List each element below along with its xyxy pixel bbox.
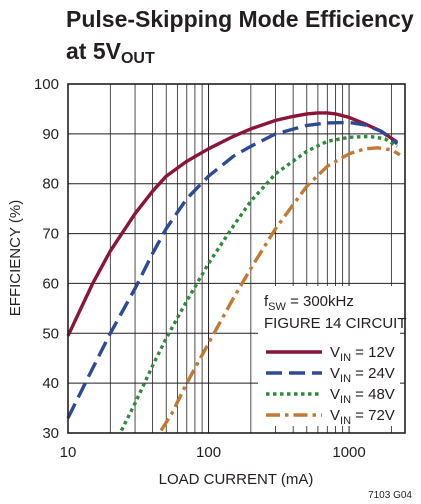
chart-subtitle: at 5VOUT — [66, 38, 155, 68]
legend-header-line: FIGURE 14 CIRCUIT — [264, 315, 407, 332]
series-line-vin-24V — [66, 120, 399, 419]
y-tick-label: 100 — [34, 76, 59, 93]
x-tick-label: 100 — [196, 444, 221, 461]
y-tick-label: 40 — [42, 375, 59, 392]
legend-label: VIN = 72V — [330, 407, 395, 427]
y-tick-labels: 30 40 50 60 70 80 90 100 — [34, 76, 59, 442]
y-tick-label: 70 — [42, 226, 59, 243]
y-axis-label: EFFICIENCY (%) — [7, 200, 24, 316]
chart-title: Pulse-Skipping Mode Efficiency — [66, 6, 414, 33]
legend-label: VIN = 48V — [330, 386, 395, 406]
chart-subtitle-text: at 5V — [66, 38, 121, 64]
figure-code: 7103 G04 — [368, 490, 412, 501]
y-tick-label: 30 — [42, 425, 59, 442]
x-axis-label: LOAD CURRENT (mA) — [159, 471, 314, 488]
x-tick-labels: 10 100 1000 — [60, 444, 366, 461]
y-tick-label: 80 — [42, 176, 59, 193]
chart-subtitle-subscript: OUT — [120, 50, 155, 67]
legend-label: VIN = 12V — [330, 344, 395, 364]
series-line-vin-12V — [66, 111, 399, 337]
legend-header-line: fSW = 300kHz — [264, 293, 354, 313]
y-tick-label: 60 — [42, 275, 59, 292]
plot-frame — [67, 83, 406, 434]
y-tick-label: 90 — [42, 126, 59, 143]
x-tick-label: 1000 — [332, 444, 365, 461]
chart-title-line1: Pulse-Skipping Mode Efficiency — [66, 6, 414, 32]
series-layer — [66, 111, 401, 432]
x-tick-label: 10 — [60, 444, 77, 461]
series-line-vin-72V — [159, 146, 401, 432]
legend-background — [258, 286, 400, 426]
legend-label: VIN = 24V — [330, 365, 395, 385]
y-tick-label: 50 — [42, 325, 59, 342]
